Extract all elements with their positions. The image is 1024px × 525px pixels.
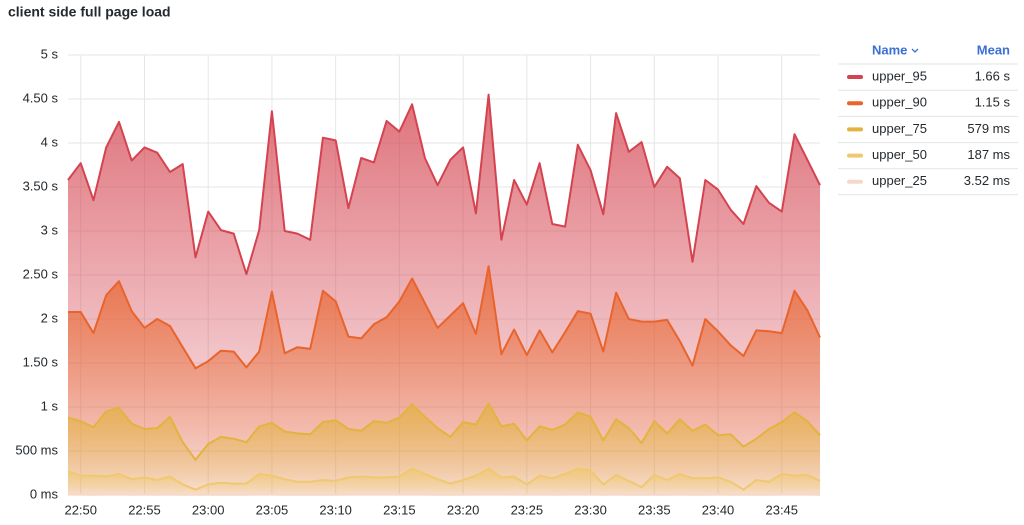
legend-mean: 579 ms xyxy=(967,121,1010,136)
y-tick-label: 500 ms xyxy=(15,442,58,457)
x-tick-label: 23:30 xyxy=(574,502,607,517)
y-tick-label: 3.50 s xyxy=(23,178,59,193)
x-tick-label: 23:40 xyxy=(702,502,735,517)
series-line xyxy=(67,402,821,461)
y-tick-label: 2 s xyxy=(41,310,59,325)
lines xyxy=(67,93,821,496)
y-tick-label: 0 ms xyxy=(30,486,59,501)
y-tick-label: 5 s xyxy=(41,46,59,61)
series-line xyxy=(67,467,821,491)
legend-name: upper_75 xyxy=(872,121,927,136)
legend: upper_95 1.66 s upper_90 1.15 s upper_75 579 … xyxy=(838,63,1018,196)
legend-name: upper_50 xyxy=(872,147,927,162)
x-tick-label: 23:20 xyxy=(447,502,480,517)
x-tick-label: 23:25 xyxy=(511,502,544,517)
x-tick-label: 23:35 xyxy=(638,502,671,517)
legend-mean: 3.52 ms xyxy=(964,173,1011,188)
legend-header-mean[interactable]: Mean xyxy=(977,42,1010,57)
legend-mean: 1.66 s xyxy=(975,68,1011,83)
area xyxy=(68,403,820,495)
legend-mean: 1.15 s xyxy=(975,95,1011,110)
x-tick-label: 23:05 xyxy=(256,502,289,517)
series-line xyxy=(68,265,821,370)
legend-name: upper_25 xyxy=(872,173,927,188)
legend-header-name[interactable]: Name xyxy=(872,42,907,57)
sort-icon[interactable] xyxy=(911,48,919,53)
legend-mean: 187 ms xyxy=(967,147,1010,162)
y-tick-label: 4 s xyxy=(41,134,59,149)
areas xyxy=(68,94,820,495)
series-line xyxy=(67,93,821,276)
x-tick-label: 22:55 xyxy=(128,502,161,517)
legend-name: upper_90 xyxy=(872,95,927,110)
x-tick-label: 22:50 xyxy=(64,502,97,517)
x-tick-label: 23:15 xyxy=(383,502,416,517)
panel-title: client side full page load xyxy=(8,4,171,20)
x-tick-label: 23:45 xyxy=(765,502,798,517)
x-tick-label: 23:10 xyxy=(319,502,352,517)
y-tick-label: 2.50 s xyxy=(23,266,59,281)
y-tick-label: 1.50 s xyxy=(23,354,59,369)
y-tick-label: 1 s xyxy=(41,398,59,413)
legend-name: upper_95 xyxy=(872,68,927,83)
y-tick-label: 3 s xyxy=(41,222,59,237)
x-tick-label: 23:00 xyxy=(192,502,225,517)
axis-labels: 0 ms 500 ms 1 s 1.50 s 2 s 2.50 s 3 s 3.50 s 4 s… xyxy=(15,46,798,517)
y-tick-label: 4.50 s xyxy=(23,90,59,105)
